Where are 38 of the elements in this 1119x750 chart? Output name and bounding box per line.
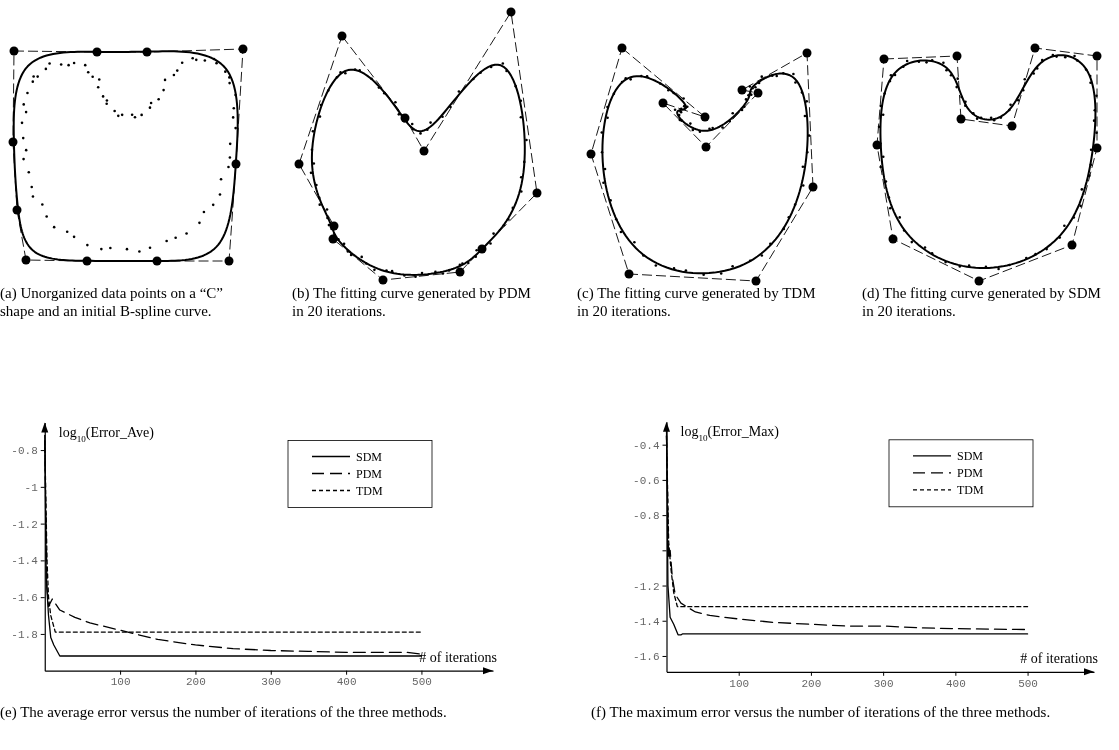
x-axis-title: # of iterations (1020, 650, 1098, 666)
text: (f) The maximum error versus the number of iterations of the three methods. (591, 704, 1051, 721)
x-tick-label: 500 (1018, 677, 1038, 690)
y-tick-label: -0.4 (633, 439, 660, 452)
x-tick-label: 400 (945, 677, 966, 690)
y-tick-label: -1.6 (633, 650, 660, 663)
text: (b) The fitting curve generated by PDM in 20 iterations. (292, 285, 531, 319)
y-tick-label: -0.8 (633, 510, 660, 523)
x-tick-label: 400 (336, 676, 357, 689)
legend-label: SDM (957, 448, 984, 463)
x-tick-label: 300 (261, 676, 282, 689)
x-tick-label: 500 (412, 676, 432, 689)
y-axis-title: log$_{10}$(Error_Ave) (58, 424, 155, 444)
y-axis-title: log$_{10}$(Error_Max) (680, 423, 780, 443)
x-axis-title: # of iterations (419, 649, 497, 665)
x-tick-label: 200 (801, 677, 822, 690)
legend-label: PDM (957, 465, 984, 480)
y-tick-label: -0.6 (633, 474, 660, 487)
text: (e) The average error versus the number of iterations of the three methods. (0, 704, 447, 721)
y-tick-label: -1.2 (633, 580, 660, 593)
text: (a) Unorganized data points on a “C” shape and an initial B-spline curve. (0, 285, 223, 319)
legend-label: SDM (356, 449, 383, 464)
legend-label: TDM (356, 483, 383, 498)
x-tick-label: 100 (729, 677, 750, 690)
x-tick-label: 300 (873, 677, 894, 690)
y-tick-label: -1.4 (11, 555, 39, 568)
legend-label: PDM (356, 466, 383, 481)
legend-label: TDM (957, 482, 984, 497)
y-tick-label: -1 (24, 481, 39, 494)
y-tick-label: -1.6 (11, 592, 38, 605)
x-tick-label: 100 (110, 676, 131, 689)
text: (c) The fitting curve generated by TDM in 20 iterations. (577, 285, 816, 319)
y-tick-label: -1.2 (11, 518, 38, 531)
x-tick-label: 200 (186, 676, 206, 689)
y-tick-label: -1.8 (11, 628, 38, 641)
y-tick-label: -0.8 (11, 445, 38, 458)
text: (d) The fitting curve generated by SDM in 20 iterations. (862, 285, 1101, 319)
y-tick-label: -1.4 (633, 615, 660, 628)
